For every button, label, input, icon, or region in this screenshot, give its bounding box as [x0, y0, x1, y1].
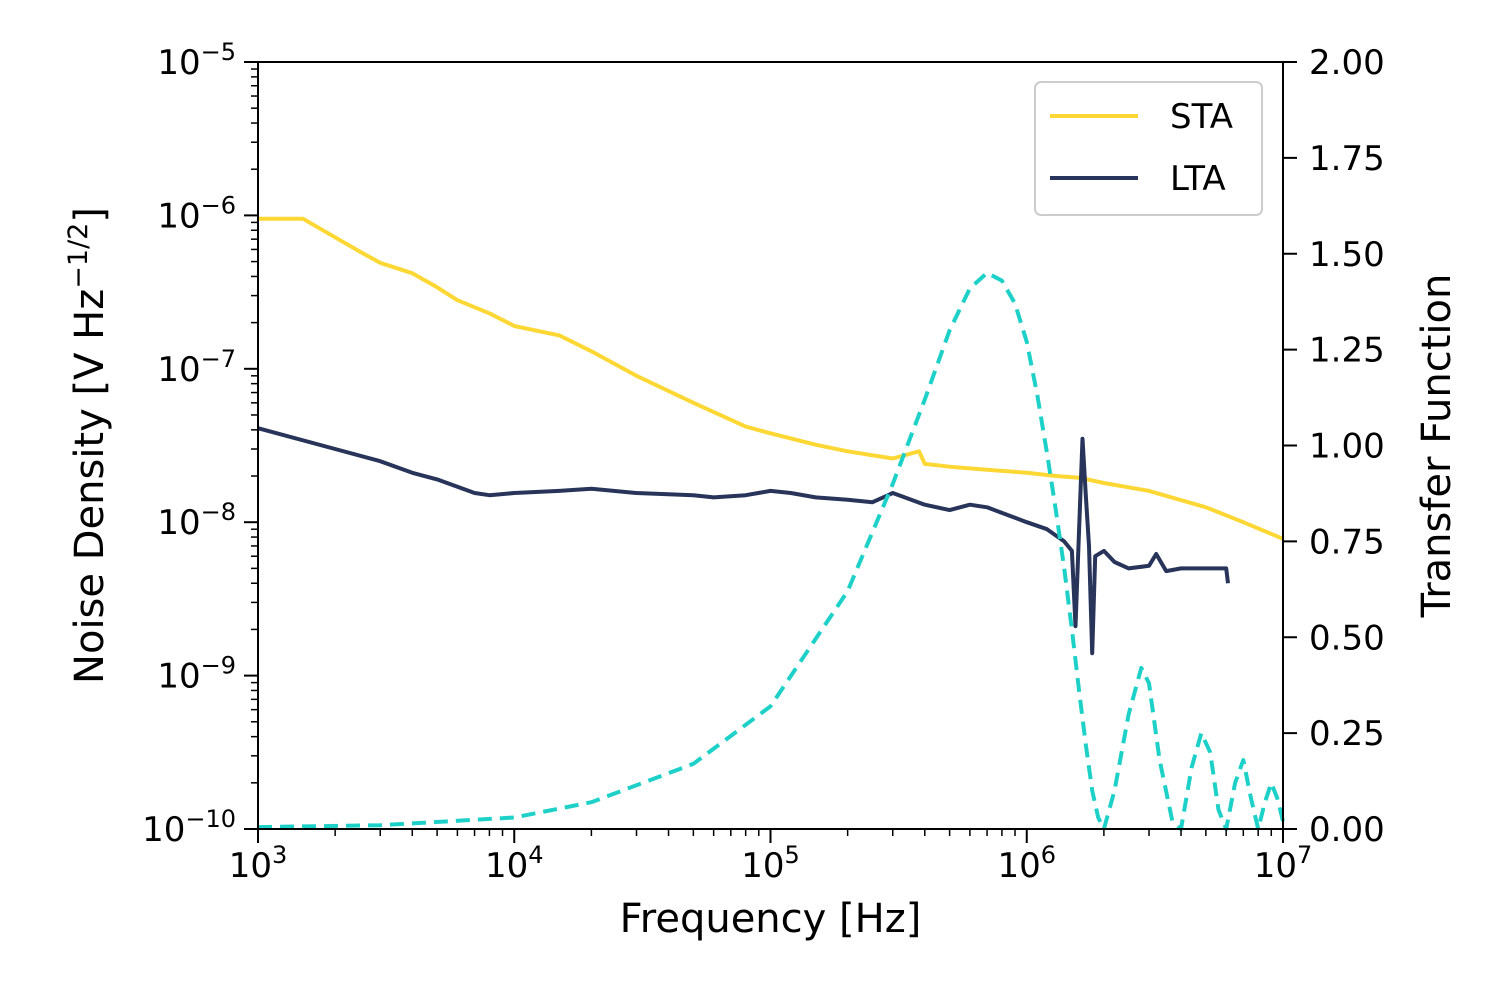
y-left-tick-label: 10−9	[157, 652, 236, 697]
y-left-axis-title: Noise Density [V Hz−1/2]	[63, 207, 113, 684]
series-line-transfer-function	[257, 270, 1285, 831]
y-right-tick-label: 1.50	[1309, 235, 1385, 275]
y-right-tick-label: 0.25	[1309, 714, 1385, 754]
ticks-layer	[244, 61, 1297, 843]
series-line-lta	[257, 426, 1230, 656]
legend-label-lta: LTA	[1170, 159, 1226, 199]
y-right-tick-label: 0.00	[1309, 810, 1385, 850]
y-right-tick-label: 1.75	[1309, 139, 1385, 179]
x-tick-label: 105	[741, 841, 800, 886]
y-left-tick-label: 10−7	[157, 345, 236, 390]
y-right-axis-title: Transfer Function	[1414, 274, 1460, 619]
series-layer	[257, 216, 1285, 831]
x-tick-label: 103	[229, 841, 288, 886]
y-right-tick-label: 2.00	[1309, 43, 1385, 83]
y-left-tick-label: 10−5	[157, 38, 236, 83]
y-right-tick-label: 0.75	[1309, 522, 1385, 562]
y-left-tick-label: 10−8	[157, 498, 236, 543]
legend-label-sta: STA	[1170, 97, 1233, 137]
legend: STA LTA	[1034, 81, 1263, 216]
x-tick-label: 107	[1254, 841, 1313, 886]
x-axis-title: Frequency [Hz]	[620, 896, 922, 942]
x-tick-label: 106	[997, 841, 1056, 886]
y-right-tick-label: 1.25	[1309, 331, 1385, 371]
y-left-tick-label: 10−6	[157, 191, 236, 236]
y-right-tick-label: 0.50	[1309, 618, 1385, 658]
y-right-tick-label: 1.00	[1309, 427, 1385, 467]
y-left-tick-label: 10−10	[142, 805, 236, 850]
x-tick-label: 104	[485, 841, 544, 886]
